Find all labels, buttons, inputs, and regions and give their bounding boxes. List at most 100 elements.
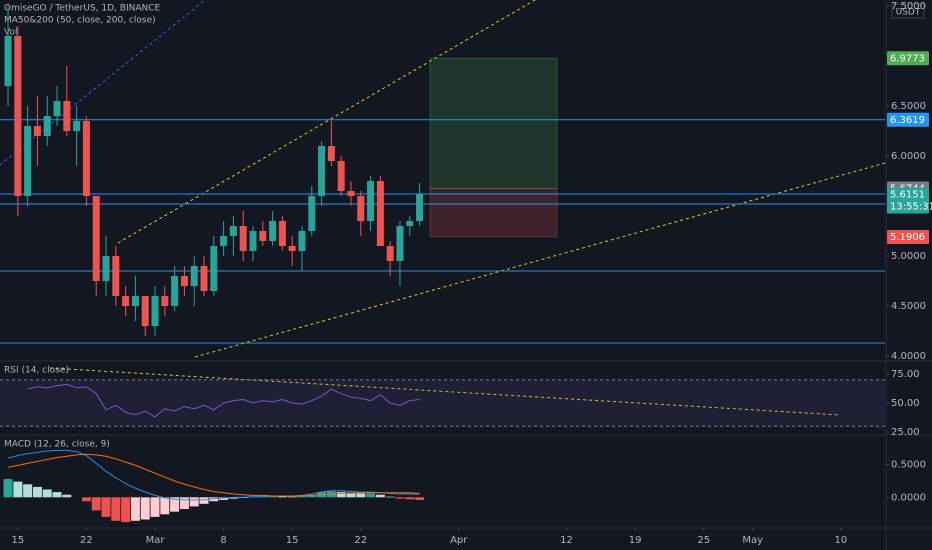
candle-body [73,121,81,131]
symbol-title: OmiseGO / TetherUS, 1D, BINANCE [4,4,160,14]
histogram-bar [23,484,33,498]
y-tick-label: 5.0000 [891,251,926,262]
histogram-bar [150,497,160,517]
candle-body [190,266,198,286]
candle-body [396,226,404,261]
candle-body [278,221,286,246]
price-badge-label: 5.1906 [890,232,925,243]
unit-box[interactable] [891,3,925,19]
candle-body [239,226,247,251]
candle-body [269,221,277,241]
y-tick-label: 6.5000 [891,101,926,112]
histogram-bar [405,497,415,500]
candle-body [131,296,139,306]
candle-body [298,231,306,251]
x-tick-label: Apr [450,535,468,546]
histogram-bar [3,479,13,498]
candle-body [161,296,169,306]
y-tick-label: 75.00 [891,369,920,380]
macd-title: MACD (12, 26, close, 9) [4,440,110,450]
candle-body [151,296,159,326]
histogram-bar [199,497,209,504]
y-tick-label: 4.5000 [891,301,926,312]
candle-body [220,236,228,246]
candle-body [386,246,394,261]
histogram-bar [268,496,278,498]
price-badge [887,112,929,127]
histogram-bar [277,496,287,498]
candle-body [308,196,316,231]
candle-body [4,36,12,86]
histogram-bar [346,492,356,498]
candle-body [327,146,335,161]
histogram-bar [219,497,229,500]
price-badge [887,229,929,244]
candle-body [367,181,375,221]
price-badge-label: 5.6151 [890,189,925,200]
candle-body [112,256,120,296]
candle-body [376,181,384,246]
candle-body [259,231,267,241]
trend-line [0,0,206,166]
trend-line [117,0,536,244]
histogram-bar [307,494,317,498]
histogram-bar [170,497,180,512]
macd-line [7,449,420,501]
unit-label[interactable]: USDT [896,8,921,18]
histogram-bar [130,497,140,521]
indicator-label: MA50&200 (50, close, 200, close) [4,16,156,26]
histogram-bar [42,489,52,498]
histogram-bar [209,497,219,502]
candle-body [122,296,130,306]
x-tick-label: 12 [560,535,573,546]
histogram-bar [189,497,199,507]
histogram-bar [32,486,42,498]
histogram-bar [52,492,62,498]
y-tick-label: 50.00 [891,398,920,409]
x-tick-label: 10 [835,535,848,546]
histogram-bar [91,497,101,511]
drawings [0,0,886,416]
histogram-bar [160,497,170,515]
x-tick-label: May [742,535,763,546]
candle-body [416,194,424,221]
stop-zone [429,188,558,238]
y-tick-label: 4.0000 [891,351,926,362]
histogram-bar [297,496,307,498]
candle-body [210,246,218,291]
x-tick-label: 15 [286,535,299,546]
candle-body [200,266,208,291]
price-badge-label: 6.3619 [890,115,925,126]
x-tick-label: 15 [11,535,24,546]
y-tick-label: 7.5000 [891,1,926,12]
histogram-bar [336,492,346,498]
histogram-bar [81,497,91,502]
rsi-title: RSI (14, close) [4,366,69,376]
x-tick-label: 19 [629,535,642,546]
candle-body [229,226,237,236]
candle-body [24,126,32,196]
histogram-bar [287,496,297,498]
histogram-bar [140,497,150,520]
candle-body [406,221,414,226]
countdown: 13:55:31 [890,201,932,212]
price-badge [887,187,929,214]
histogram-bar [13,481,23,498]
y-tick-label: 25.00 [891,427,920,438]
histogram-bar [366,493,376,498]
candle-body [92,196,100,281]
candle-body [102,256,110,281]
histogram-bar [356,493,366,498]
x-tick-label: 22 [354,535,367,546]
candle-body [180,276,188,286]
x-tick-label: Mar [146,535,166,546]
x-tick-label: 25 [697,535,710,546]
y-tick-label: 0.0000 [891,492,926,503]
histogram-bar [62,494,72,498]
rsi-line [27,383,420,418]
candle-body [347,191,355,196]
rsi-band [0,379,885,427]
candle-body [63,101,71,131]
